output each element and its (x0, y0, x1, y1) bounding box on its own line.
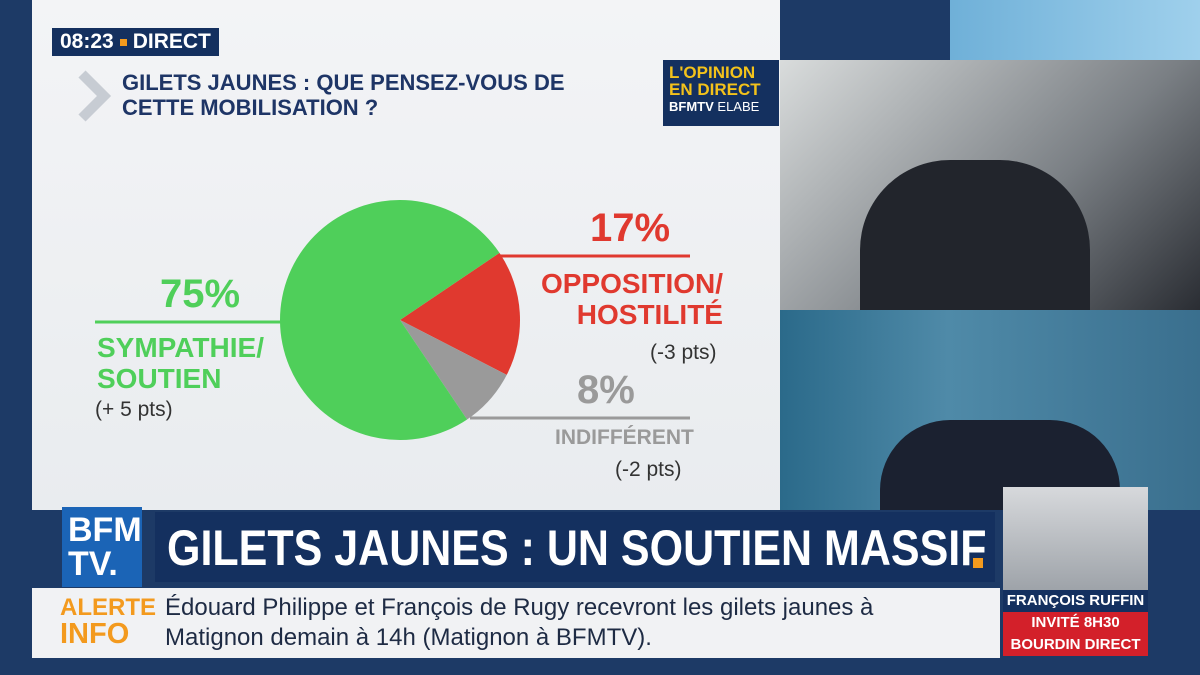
category-label: OPPOSITION/ HOSTILITÉ (540, 268, 723, 330)
channel-logo: BFM TV. (62, 507, 142, 587)
value-label: 17% (590, 206, 671, 250)
ticker-label-line: INFO (60, 618, 130, 650)
guest-photo (1003, 487, 1148, 590)
value-label: 75% (160, 272, 241, 316)
clock: 08:23 DIRECT (52, 28, 219, 56)
guest: FRANÇOIS RUFFIN INVITÉ 8H30 BOURDIN DIRE… (1003, 590, 1148, 656)
ticker-label: ALERTE INFO (60, 594, 156, 650)
pie-chart (95, 200, 690, 440)
guest-show: BOURDIN DIRECT (1003, 634, 1148, 656)
ticker-label-line: ALERTE (60, 594, 156, 621)
change-label: (+ 5 pts) (95, 398, 173, 421)
video-person (860, 160, 1090, 310)
logo-line: L'OPINION (669, 63, 756, 82)
banner-dot (973, 558, 983, 568)
value-label: 8% (577, 368, 635, 412)
guest-slot: INVITÉ 8H30 (1003, 612, 1148, 634)
chart-title: GILETS JAUNES : QUE PENSEZ-VOUS DE CETTE… (122, 70, 565, 120)
clock-status: DIRECT (132, 30, 211, 53)
clock-time: 08:23 (60, 30, 114, 53)
pie-slice (400, 320, 507, 420)
banner-headline: GILETS JAUNES : UN SOUTIEN MASSIF (167, 520, 987, 576)
guest-name: FRANÇOIS RUFFIN (1003, 590, 1148, 612)
pie-slice (280, 200, 500, 440)
logo-line: EN DIRECT (669, 80, 761, 99)
channel-line: BFM (68, 511, 142, 549)
chevron (78, 70, 112, 122)
logo: L'OPINION EN DIRECT BFMTV ELABE (663, 60, 779, 126)
clock-dot (119, 38, 127, 46)
category-label: SYMPATHIE/ SOUTIEN (97, 332, 264, 394)
ticker: ALERTE INFO Édouard Philippe et François… (32, 588, 1000, 658)
channel-line: TV. (68, 545, 118, 583)
ticker-text: Édouard Philippe et François de Rugy rec… (165, 594, 874, 651)
change-label: (-3 pts) (650, 341, 717, 364)
logo-partner: ELABE (717, 99, 760, 114)
change-label: (-2 pts) (615, 458, 682, 481)
pie-slice (400, 252, 520, 375)
category-label: INDIFFÉRENT (555, 426, 694, 449)
logo-brand: BFMTV (669, 99, 714, 114)
video-top (950, 0, 1200, 60)
banner: GILETS JAUNES : UN SOUTIEN MASSIF (155, 512, 995, 582)
